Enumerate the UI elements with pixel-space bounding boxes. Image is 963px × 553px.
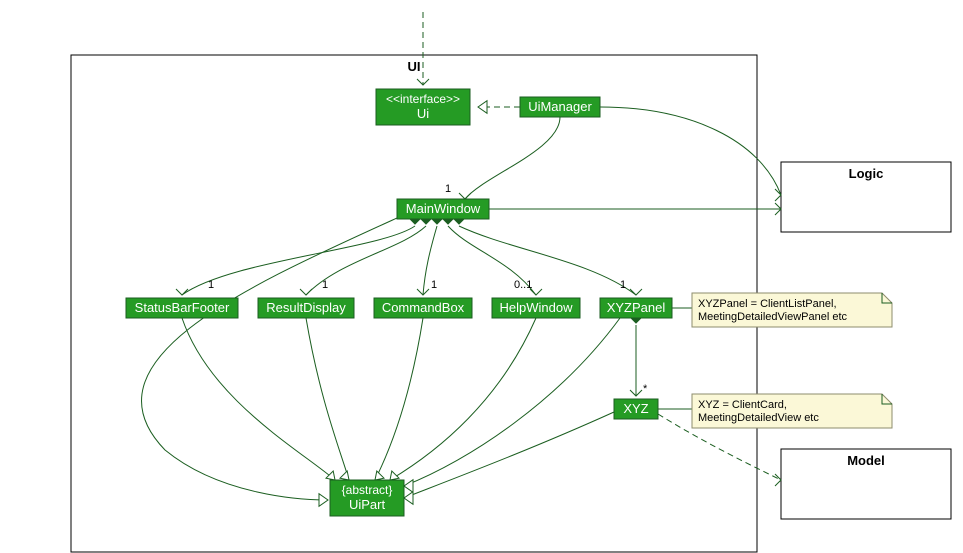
edge-mw_xyzpanel: [459, 226, 636, 295]
package-label-logic: Logic: [849, 166, 884, 181]
package-label-model: Model: [847, 453, 885, 468]
svg-text:1: 1: [445, 183, 451, 195]
svg-text:0..1: 0..1: [514, 279, 532, 291]
svg-text:UiManager: UiManager: [528, 99, 592, 114]
svg-text:<<interface>>: <<interface>>: [386, 92, 460, 106]
edge-status_uipart: [182, 318, 335, 480]
svg-text:StatusBarFooter: StatusBarFooter: [135, 300, 230, 315]
svg-text:MeetingDetailedView etc: MeetingDetailedView etc: [698, 412, 819, 424]
edge-cmd_uipart: [375, 318, 423, 480]
edge-result_uipart: [306, 318, 349, 480]
svg-text:XYZPanel = ClientListPanel,: XYZPanel = ClientListPanel,: [698, 298, 837, 310]
edge-xyzpanel_uipart: [404, 318, 620, 486]
edge-help_uipart: [390, 318, 536, 480]
svg-text:1: 1: [431, 279, 437, 291]
svg-text:*: *: [643, 383, 648, 395]
svg-text:HelpWindow: HelpWindow: [500, 300, 574, 315]
svg-text:XYZPanel: XYZPanel: [607, 300, 666, 315]
svg-text:1: 1: [208, 279, 214, 291]
svg-text:ResultDisplay: ResultDisplay: [266, 300, 346, 315]
svg-text:1: 1: [620, 279, 626, 291]
svg-text:CommandBox: CommandBox: [382, 300, 465, 315]
svg-text:MainWindow: MainWindow: [406, 201, 481, 216]
edge-mw_statusbar: [182, 226, 415, 295]
svg-text:UiPart: UiPart: [349, 497, 386, 512]
svg-text:1: 1: [322, 279, 328, 291]
package-label-ui: UI: [408, 59, 421, 74]
uml-diagram: UI Logic Model 1 1 1 1 0..1 1 * <<interface>>Ui UiM…: [0, 0, 963, 553]
edge-mgr_logic: [600, 107, 781, 195]
svg-text:MeetingDetailedViewPanel etc: MeetingDetailedViewPanel etc: [698, 311, 847, 323]
svg-text:{abstract}: {abstract}: [342, 483, 393, 497]
edge-mw_uipart: [142, 218, 397, 500]
svg-text:Ui: Ui: [417, 106, 429, 121]
svg-text:XYZ = ClientCard,: XYZ = ClientCard,: [698, 399, 787, 411]
svg-text:XYZ: XYZ: [623, 401, 648, 416]
edge-mgr_mainwindow: [465, 117, 560, 199]
edge-xyz_uipart: [404, 412, 614, 498]
